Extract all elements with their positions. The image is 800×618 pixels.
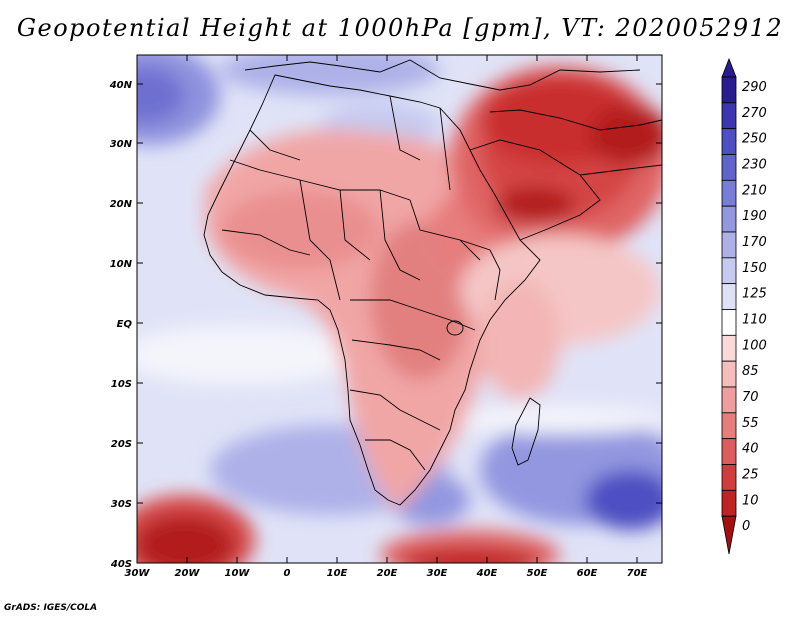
lat-label: 20N (110, 199, 133, 210)
colorbar: 2902702502302101901701501251101008570554… (721, 57, 767, 555)
lon-label: 40E (476, 568, 498, 579)
lon-label: 10E (327, 568, 348, 579)
colorbar-segment (721, 360, 737, 388)
lon-label: 60E (577, 568, 598, 579)
lat-label: EQ (117, 319, 133, 330)
colorbar-segment (721, 412, 737, 440)
colorbar-label: 270 (742, 106, 767, 121)
colorbar-label: 100 (742, 338, 767, 353)
colorbar-label: 0 (742, 519, 750, 534)
colorbar-label: 25 (742, 468, 759, 483)
colorbar-segment (721, 154, 737, 181)
colorbar-segment (721, 464, 737, 491)
colorbar-label: 85 (742, 364, 759, 379)
lon-label: 30W (125, 568, 151, 579)
lat-label: 30S (111, 499, 132, 510)
lon-label: 10W (225, 568, 251, 579)
colorbar-label: 70 (742, 390, 759, 405)
colorbar-bottom-arrow (721, 515, 737, 555)
lat-label: 40N (109, 80, 133, 91)
colorbar-label: 125 (742, 287, 767, 302)
colorbar-label: 290 (742, 80, 767, 95)
height-field (137, 55, 662, 563)
lat-label: 10N (110, 259, 133, 270)
lat-axis: 40N 30N 20N 10N EQ 10S 20S 30S 40S (109, 80, 662, 570)
colorbar-segment (721, 309, 737, 336)
lon-label: 0 (284, 568, 291, 579)
lon-label: 30E (427, 568, 448, 579)
colorbar-label: 40 (742, 442, 759, 457)
colorbar-segment (721, 102, 737, 130)
lon-label: 70E (627, 568, 648, 579)
colorbar-label: 210 (742, 183, 767, 198)
lat-label: 20S (111, 439, 132, 450)
map-title: Geopotential Height at 1000hPa [gpm], VT… (16, 14, 784, 42)
colorbar-segment (721, 386, 737, 414)
colorbar-label: 190 (742, 209, 767, 224)
colorbar-segment (721, 257, 737, 285)
colorbar-segment (721, 489, 737, 517)
lat-label: 10S (111, 379, 132, 390)
colorbar-label: 55 (742, 416, 759, 431)
colorbar-label: 230 (742, 158, 767, 173)
colorbar-segment (721, 334, 737, 362)
colorbar-top-arrow (721, 57, 737, 78)
colorbar-segment (721, 76, 737, 104)
coastline (203, 59, 662, 506)
colorbar-label: 170 (742, 235, 767, 250)
lat-label: 30N (110, 139, 133, 150)
colorbar-segment (721, 205, 737, 233)
colorbar-label: 10 (742, 493, 759, 508)
lon-label: 20E (377, 568, 398, 579)
colorbar-segment (721, 283, 737, 310)
colorbar-segment (721, 231, 737, 259)
lat-label: 40S (110, 559, 132, 570)
grads-credit: GrADS: IGES/COLA (4, 603, 98, 613)
colorbar-label: 110 (742, 313, 767, 328)
lon-axis: 30W 20W 10W 0 10E 20E 30E 40E 50E 60E 70E (125, 55, 648, 579)
colorbar-label: 250 (742, 132, 767, 147)
plot-frame (136, 54, 663, 564)
lon-label: 20W (175, 568, 201, 579)
colorbar-label: 150 (742, 261, 767, 276)
colorbar-segment (721, 179, 737, 207)
colorbar-segment (721, 128, 737, 155)
lon-label: 50E (527, 568, 548, 579)
colorbar-segment (721, 438, 737, 465)
